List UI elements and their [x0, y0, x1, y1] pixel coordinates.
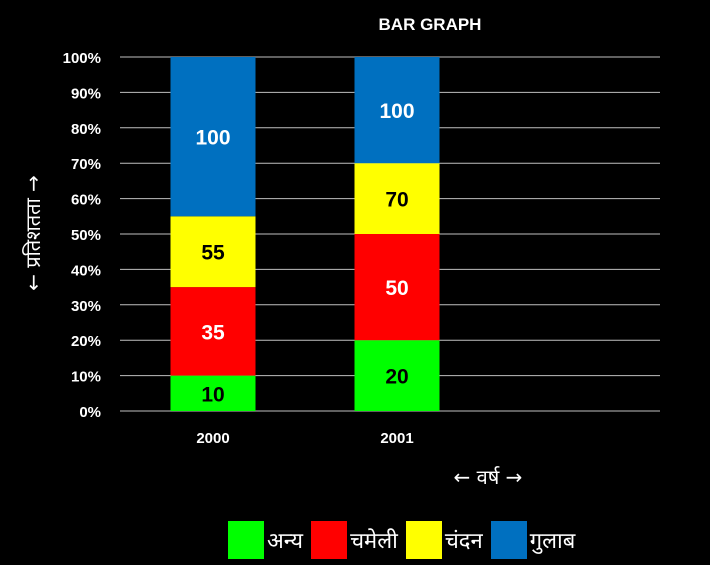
- bar-segment: [354, 57, 440, 164]
- bar-segment: [354, 163, 440, 234]
- x-tick-labels: 2000 2001: [196, 430, 413, 447]
- legend-swatch: [228, 521, 264, 559]
- y-tick-label: 40%: [71, 262, 101, 279]
- chart-title: BAR GRAPH: [379, 15, 482, 34]
- legend-item: चंदन: [405, 521, 483, 559]
- y-tick-label: 80%: [71, 121, 101, 138]
- legend-label: अन्य: [267, 529, 304, 554]
- bar-segment: [170, 57, 256, 217]
- data-label: 100: [379, 100, 414, 123]
- legend-swatch: [311, 521, 348, 559]
- data-label: 70: [385, 189, 408, 212]
- legend-item: चमेली: [311, 521, 398, 559]
- data-label: 100: [195, 127, 230, 150]
- y-tick-label: 0%: [79, 404, 101, 421]
- data-label: 20: [385, 366, 408, 389]
- y-tick-label: 90%: [71, 85, 101, 102]
- bar-segment: [354, 234, 440, 341]
- legend-item: अन्य: [228, 521, 303, 559]
- data-label: 50: [385, 277, 408, 300]
- y-tick-label: 50%: [71, 227, 101, 244]
- x-tick-label: 2001: [380, 430, 413, 447]
- y-tick-label: 30%: [71, 298, 101, 315]
- x-axis-label: ← वर्ष →: [454, 465, 523, 489]
- data-label: 35: [201, 321, 225, 344]
- y-tick-label: 20%: [71, 333, 101, 350]
- y-tick-label: 60%: [71, 192, 101, 209]
- legend-label: चमेली: [350, 529, 398, 554]
- y-tick-label: 100%: [63, 50, 101, 67]
- legend-label: गुलाब: [529, 529, 576, 554]
- y-tick-label: 70%: [71, 156, 101, 173]
- bars: 10 35 55 100 20 50 70 100: [170, 57, 440, 411]
- y-tick-labels: 0% 10% 20% 30% 40% 50% 60% 70% 80% 90% 100%: [63, 50, 101, 421]
- bar-segment: [354, 340, 440, 411]
- bar-segment: [170, 375, 256, 411]
- y-axis-label: ← प्रतिशतता →: [21, 175, 45, 291]
- legend-label: चंदन: [444, 529, 483, 554]
- legend-swatch: [405, 521, 442, 559]
- data-label: 55: [201, 242, 225, 265]
- legend: अन्य चमेली चंदन गुलाब: [228, 520, 583, 560]
- bar-segment: [170, 216, 256, 288]
- legend-swatch: [490, 521, 527, 559]
- legend-item: गुलाब: [490, 521, 576, 559]
- data-label: 10: [201, 383, 224, 406]
- x-tick-label: 2000: [196, 430, 229, 447]
- y-tick-label: 10%: [71, 369, 101, 386]
- bar-segment: [170, 287, 256, 376]
